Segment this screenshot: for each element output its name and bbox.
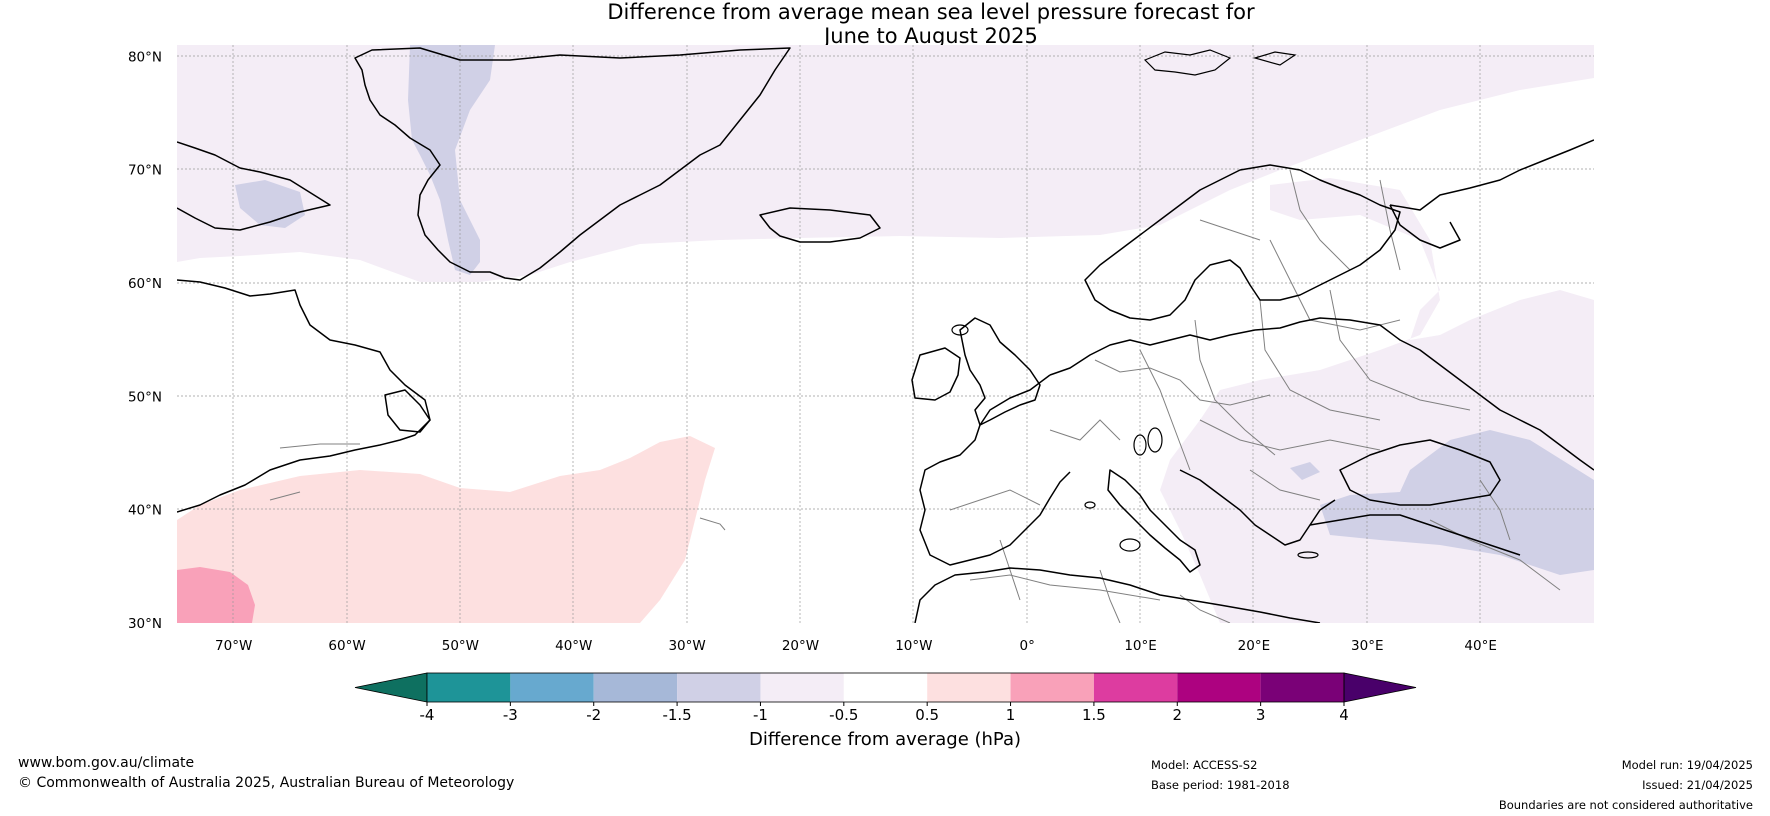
issued-text: Issued: 21/04/2025 bbox=[1642, 778, 1753, 792]
colorbar-segment bbox=[1177, 673, 1261, 702]
iberia-coast bbox=[919, 374, 1071, 566]
lat-tick-label: 60°N bbox=[128, 276, 162, 292]
colorbar-segment bbox=[1260, 673, 1344, 702]
colorbar-low-extend bbox=[354, 672, 428, 703]
islands bbox=[951, 324, 1319, 559]
europe-mainland-coast bbox=[1049, 317, 1594, 471]
colorbar-segment bbox=[1093, 673, 1178, 702]
canada-coast bbox=[177, 279, 431, 513]
ireland-coast bbox=[911, 347, 961, 401]
country-borders bbox=[269, 169, 1561, 623]
longitude-labels: 70°W 60°W 50°W 40°W 30°W 20°W 10°W 0° 10°E 20°E 30… bbox=[215, 638, 1497, 654]
lat-tick-label: 30°N bbox=[128, 616, 162, 632]
disclaimer-text: Boundaries are not considered authoritat… bbox=[1498, 798, 1753, 812]
colorbar-tick-label: 1 bbox=[1006, 706, 1016, 724]
colorbar-segment bbox=[510, 673, 594, 702]
model-run-text: Model run: 19/04/2025 bbox=[1621, 758, 1753, 772]
map-panel bbox=[177, 45, 1594, 623]
latitude-labels: 30°N 40°N 50°N 60°N 70°N 80°N bbox=[128, 49, 162, 632]
baffin-coast bbox=[177, 141, 331, 231]
colorbar-title: Difference from average (hPa) bbox=[749, 729, 1021, 750]
map-title: Difference from average mean sea level p… bbox=[0, 0, 1770, 48]
black-sea-coast bbox=[1339, 439, 1501, 506]
lon-tick-label: 20°W bbox=[782, 638, 819, 654]
iceland-coast bbox=[759, 207, 881, 243]
newfoundland-coast bbox=[384, 389, 431, 433]
colorbar-segment bbox=[677, 673, 761, 702]
website-text: www.bom.gov.au/climate bbox=[18, 755, 195, 771]
lon-tick-label: 0° bbox=[1020, 638, 1035, 654]
anomaly-atlantic-pink bbox=[177, 436, 715, 623]
colorbar-tick-label: -1 bbox=[753, 706, 768, 724]
lon-tick-label: 30°E bbox=[1351, 638, 1383, 654]
colorbar-tick-label: 0.5 bbox=[915, 706, 939, 724]
lon-tick-label: 10°W bbox=[895, 638, 932, 654]
anomaly-balkan-blue bbox=[1290, 462, 1320, 480]
lon-tick-label: 70°W bbox=[215, 638, 252, 654]
colorbar-high-extend bbox=[1343, 672, 1417, 703]
coastlines bbox=[177, 47, 1594, 623]
anomaly-black-sea-blue bbox=[1320, 430, 1594, 575]
anomaly-shading bbox=[177, 45, 1594, 623]
colorbar-tick-label: 2 bbox=[1172, 706, 1182, 724]
title-line-1: Difference from average mean sea level p… bbox=[607, 0, 1255, 24]
graticule bbox=[177, 45, 1594, 623]
africa-coast bbox=[914, 567, 1321, 623]
colorbar-frame bbox=[426, 672, 1345, 703]
colorbar-segment bbox=[843, 673, 928, 702]
lat-tick-label: 40°N bbox=[128, 503, 162, 519]
scandinavia-coast bbox=[1084, 164, 1401, 321]
anomaly-southwest-pink bbox=[177, 567, 255, 623]
lon-tick-label: 20°E bbox=[1238, 638, 1270, 654]
colorbar-tick-label: -0.5 bbox=[829, 706, 858, 724]
white-sea-coast bbox=[1389, 204, 1461, 249]
colorbar-tick-label: 4 bbox=[1339, 706, 1349, 724]
colorbar-segment bbox=[427, 673, 511, 702]
title-line-2: June to August 2025 bbox=[824, 24, 1038, 48]
colorbar-tick-label: -3 bbox=[503, 706, 518, 724]
colorbar-segment bbox=[593, 673, 678, 702]
lat-tick-label: 70°N bbox=[128, 163, 162, 179]
anomaly-greenland-blue bbox=[408, 45, 495, 275]
colorbar-tick-label: -1.5 bbox=[662, 706, 691, 724]
lon-tick-label: 50°W bbox=[442, 638, 479, 654]
lon-tick-label: 10°E bbox=[1124, 638, 1156, 654]
lon-tick-label: 60°W bbox=[328, 638, 365, 654]
colorbar-segment bbox=[927, 673, 1011, 702]
lat-tick-label: 50°N bbox=[128, 389, 162, 405]
lon-tick-label: 40°W bbox=[555, 638, 592, 654]
model-text: Model: ACCESS-S2 bbox=[1151, 758, 1258, 772]
base-period-text: Base period: 1981-2018 bbox=[1151, 778, 1290, 792]
lon-tick-label: 30°W bbox=[668, 638, 705, 654]
greenland-coast bbox=[354, 47, 791, 281]
russia-arctic-coast bbox=[1389, 139, 1594, 211]
colorbar-segment bbox=[1010, 673, 1094, 702]
colorbar-tick-label: -2 bbox=[586, 706, 601, 724]
colorbar-tick-label: 3 bbox=[1256, 706, 1266, 724]
lat-tick-label: 80°N bbox=[128, 49, 162, 65]
colorbar-tick-label: 1.5 bbox=[1082, 706, 1106, 724]
colorbar: -4 -3 -2 -1.5 -1 -0.5 0.5 1 1.5 2 3 4 bbox=[354, 672, 1417, 724]
italy-coast bbox=[1107, 469, 1201, 573]
balkans-coast bbox=[1179, 469, 1336, 546]
svalbard-outline bbox=[1143, 49, 1297, 76]
turkey-coast bbox=[1309, 514, 1521, 556]
britain-coast bbox=[959, 317, 1041, 426]
colorbar-tick-label: -4 bbox=[420, 706, 435, 724]
copyright-text: © Commonwealth of Australia 2025, Austra… bbox=[18, 775, 515, 791]
lon-tick-label: 40°E bbox=[1464, 638, 1496, 654]
anomaly-north-light-purple bbox=[177, 45, 1594, 282]
colorbar-segment bbox=[760, 673, 844, 702]
